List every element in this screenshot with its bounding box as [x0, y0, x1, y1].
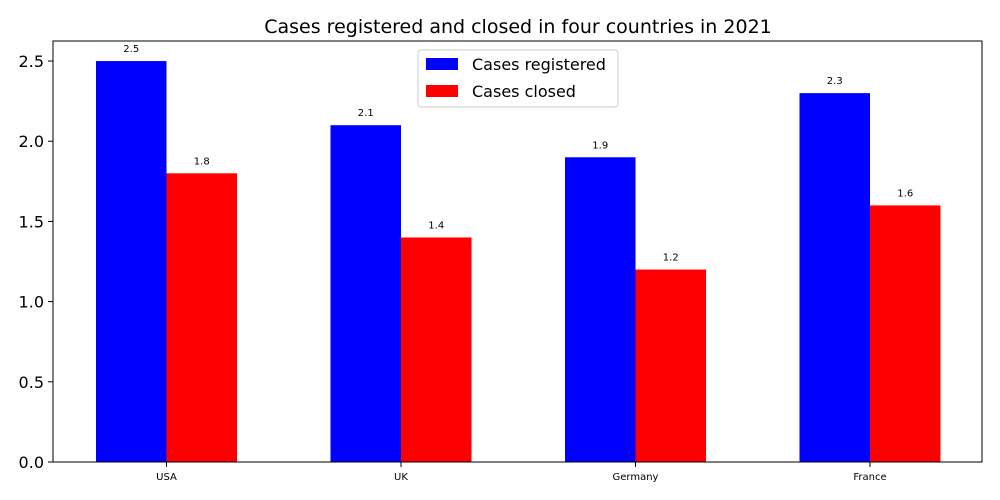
legend-swatch	[426, 58, 458, 70]
y-tick-label: 2.0	[19, 132, 44, 151]
plot-frame	[52, 40, 983, 463]
legend-box	[417, 49, 619, 108]
bar-cases-closed-usa	[166, 173, 237, 463]
y-tick-label: 0.5	[19, 373, 44, 392]
y-tick-label: 1.5	[19, 212, 44, 231]
x-tick-label: USA	[156, 472, 177, 483]
data-label: 1.6	[897, 188, 913, 199]
y-tick-label: 0.0	[19, 453, 44, 472]
data-label: 2.5	[123, 44, 139, 55]
bar-cases-closed-germany	[635, 269, 706, 462]
legend-label: Cases registered	[472, 55, 606, 74]
data-label: 1.9	[592, 140, 608, 151]
bar-cases-closed-uk	[401, 237, 472, 462]
legend: Cases registered Cases closed	[417, 49, 619, 108]
y-tick-label: 1.0	[19, 293, 44, 312]
bar-cases-registered-germany	[565, 157, 636, 462]
data-label: 2.3	[827, 76, 843, 87]
data-label: 2.1	[358, 108, 374, 119]
bar-cases-registered-usa	[96, 61, 167, 463]
data-label: 1.4	[428, 220, 444, 231]
legend-label: Cases closed	[472, 82, 576, 101]
chart-title: Cases registered and closed in four coun…	[264, 16, 772, 38]
legend-swatch	[426, 85, 458, 97]
x-tick-label: Germany	[613, 472, 659, 483]
bar-cases-closed-france	[870, 205, 941, 462]
x-tick-label: France	[853, 472, 886, 483]
plot-area: 0.0 0.5 1.0 1.5 2.0 2.5 2.5 1.8 USA 2.1 1.4 UK 1.9 1.…	[19, 40, 983, 483]
bar-cases-registered-uk	[330, 125, 401, 462]
y-tick-label: 2.5	[19, 52, 44, 71]
data-label: 1.2	[663, 253, 679, 264]
x-tick-label: UK	[394, 472, 408, 483]
bar-cases-registered-france	[799, 93, 870, 462]
data-label: 1.8	[194, 156, 210, 167]
